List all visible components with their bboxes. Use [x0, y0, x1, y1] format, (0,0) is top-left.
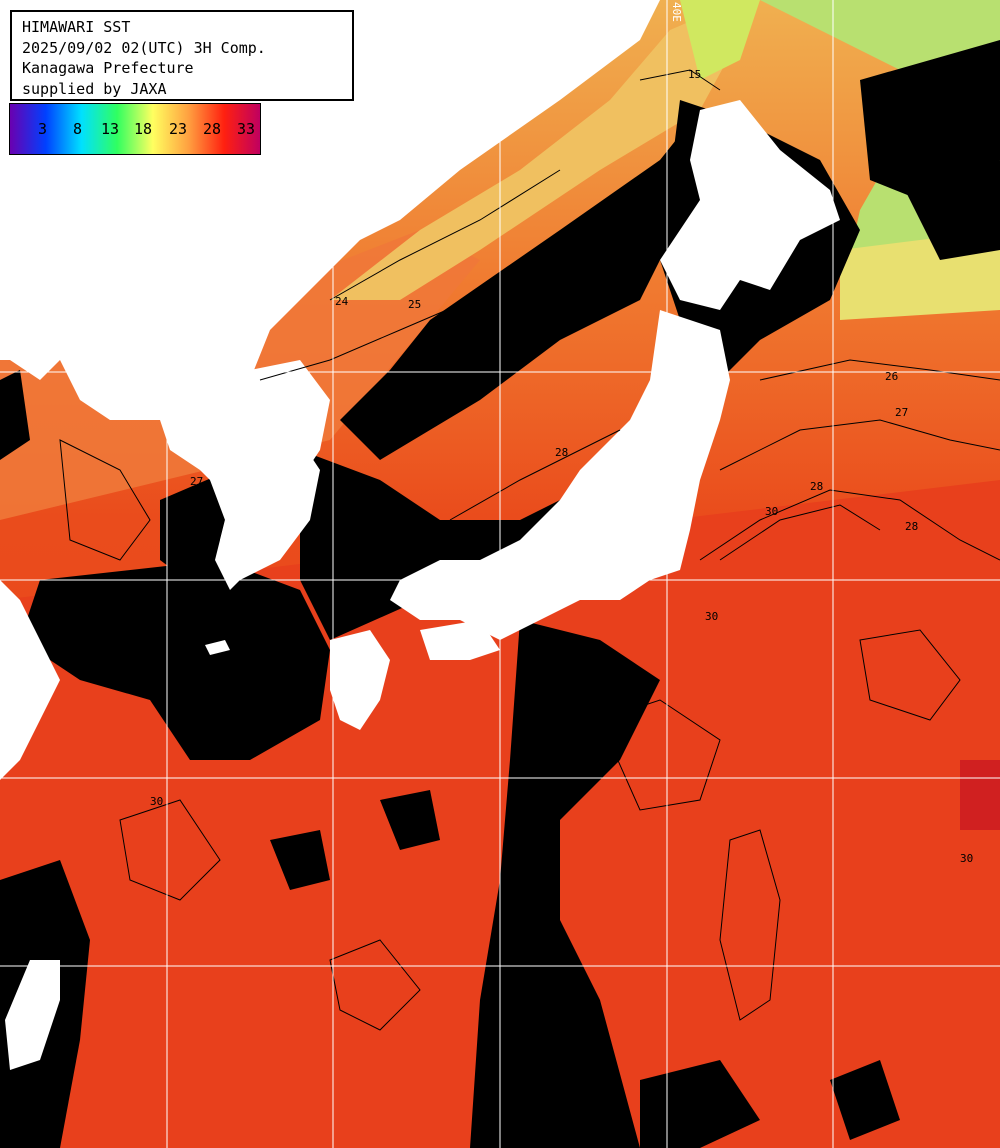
contour-label: 25	[408, 298, 421, 311]
land-small-island-2	[570, 485, 585, 500]
colorbar-tick: 33	[237, 120, 256, 138]
title-box: HIMAWARI SST 2025/09/02 02(UTC) 3H Comp.…	[10, 10, 354, 101]
title-line-product: HIMAWARI SST	[22, 18, 131, 36]
contour-label: 27	[895, 406, 908, 419]
temperature-colorbar: 3 8 13 18 23 28 33	[9, 103, 261, 155]
contour-label: 30	[960, 852, 973, 865]
grid-label-lat: 25N	[22, 353, 42, 366]
colorbar-tick: 28	[203, 120, 222, 138]
land-korea	[210, 360, 330, 590]
contour-24-north	[329, 169, 561, 301]
colorbar-tick: 13	[101, 120, 120, 138]
contour-15-north	[639, 69, 721, 91]
contour-label: 26	[352, 405, 365, 418]
contour-30-south-3	[859, 629, 961, 721]
contour-label: 28	[555, 446, 568, 459]
contour-label: 28	[810, 480, 823, 493]
sea-patch-red-east	[960, 760, 1000, 830]
contour-30-south-2	[719, 829, 781, 1021]
contour-label: 28	[905, 520, 918, 533]
sea-patch-green-north	[680, 0, 760, 80]
contour-label: 30	[150, 795, 163, 808]
contour-30-east	[719, 504, 881, 561]
colorbar-tick: 3	[38, 120, 48, 138]
contour-30-central	[329, 939, 421, 1031]
land-shikoku	[420, 620, 500, 660]
contour-26-north	[259, 299, 471, 381]
cloud-scattered-1	[380, 790, 440, 850]
title-line-region: Kanagawa Prefecture	[22, 59, 194, 77]
land-hokkaido	[660, 100, 840, 310]
cloud-northeast-band	[860, 40, 1000, 200]
land-taiwan	[5, 960, 60, 1070]
contour-27-east	[719, 419, 1000, 471]
contour-26-east	[759, 359, 1000, 381]
colorbar-tick: 8	[73, 120, 83, 138]
title-line-date: 2025/09/02 02(UTC) 3H Comp.	[22, 38, 266, 57]
contour-value-labels: 15 24 25 26 26 27 27 28 28 28 30 30 30 3…	[150, 68, 973, 865]
cloud-northeast-lower	[900, 160, 1000, 260]
contour-30-south-1	[599, 699, 721, 811]
contour-label: 26	[885, 370, 898, 383]
cloud-korea-strait	[300, 450, 560, 640]
cloud-scattered-2	[270, 830, 330, 890]
sea-patch-cool-north	[330, 0, 760, 300]
land-honshu	[390, 310, 730, 640]
contour-label: 27	[190, 475, 203, 488]
contour-28-west	[59, 439, 151, 561]
cloud-scattered-4	[830, 1060, 900, 1140]
grid-label-lon: 40E	[670, 2, 683, 22]
contour-label: 30	[765, 505, 778, 518]
contour-30-west	[119, 799, 221, 901]
cloud-east-china-sea	[20, 560, 330, 760]
land-kyushu	[330, 630, 390, 730]
colorbar-tick: 18	[134, 120, 153, 138]
contour-label: 24	[335, 295, 349, 308]
cloud-central-column	[470, 620, 660, 1148]
land-jeju	[0, 700, 20, 720]
cloud-scattered-3	[640, 1060, 760, 1148]
contour-lines	[59, 69, 1000, 1031]
title-line-credit: supplied by JAXA	[22, 79, 167, 98]
contour-28-japan-sea	[449, 429, 621, 521]
contour-label: 30	[705, 610, 718, 623]
contour-label: 15	[688, 68, 701, 81]
land-small-island-1	[205, 640, 230, 655]
land-china-coast	[0, 580, 60, 780]
cloud-west-strip	[0, 370, 30, 460]
colorbar-tick: 23	[169, 120, 188, 138]
contour-28-east	[699, 489, 1000, 561]
